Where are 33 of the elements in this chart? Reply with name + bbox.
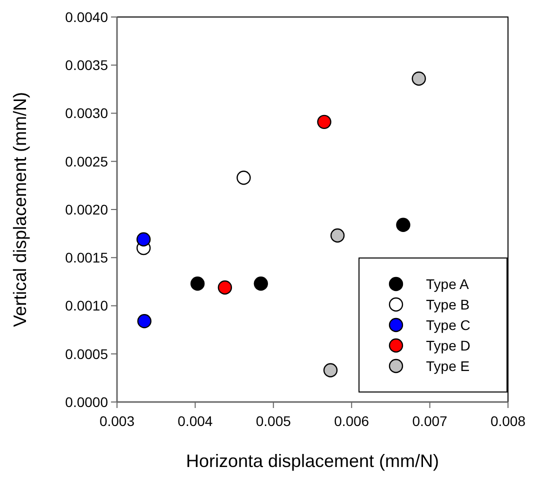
y-tick-label: 0.0040 <box>65 8 108 25</box>
x-tick-label: 0.005 <box>256 413 292 429</box>
y-tick-label: 0.0015 <box>65 250 108 266</box>
point <box>136 232 151 246</box>
y-tick-label: 0.0010 <box>65 298 108 314</box>
point <box>190 276 205 291</box>
y-tick-label: 0.0035 <box>65 57 108 74</box>
y-axis-title: Vertical displacement (mm/N) <box>10 92 30 328</box>
legend-label: Type A <box>426 276 470 292</box>
point <box>137 314 152 328</box>
point <box>317 114 332 130</box>
x-tick-label: 0.008 <box>490 413 526 429</box>
point <box>236 170 251 185</box>
legend-label: Type D <box>426 337 470 354</box>
point <box>323 363 338 378</box>
legend-label: Type B <box>426 296 470 312</box>
x-tick-label: 0.007 <box>412 413 448 429</box>
legend-label: Type C <box>426 316 470 333</box>
point <box>412 72 426 86</box>
x-axis-title: Horizonta displacement (mm/N) <box>186 451 440 471</box>
point <box>254 276 268 291</box>
y-tick-label: 0.0025 <box>65 153 108 170</box>
y-tick-label: 0.0020 <box>65 201 108 218</box>
point <box>218 280 232 295</box>
y-tick-label: 0.0030 <box>65 105 108 122</box>
legend-label: Type E <box>426 358 470 374</box>
y-tick-label: 0.0000 <box>65 394 108 410</box>
y-tick-label: 0.0005 <box>65 346 108 362</box>
x-tick-label: 0.004 <box>178 413 213 429</box>
x-tick-label: 0.003 <box>99 413 135 429</box>
point <box>330 228 345 243</box>
x-tick-label: 0.006 <box>334 413 370 429</box>
point <box>396 218 410 232</box>
